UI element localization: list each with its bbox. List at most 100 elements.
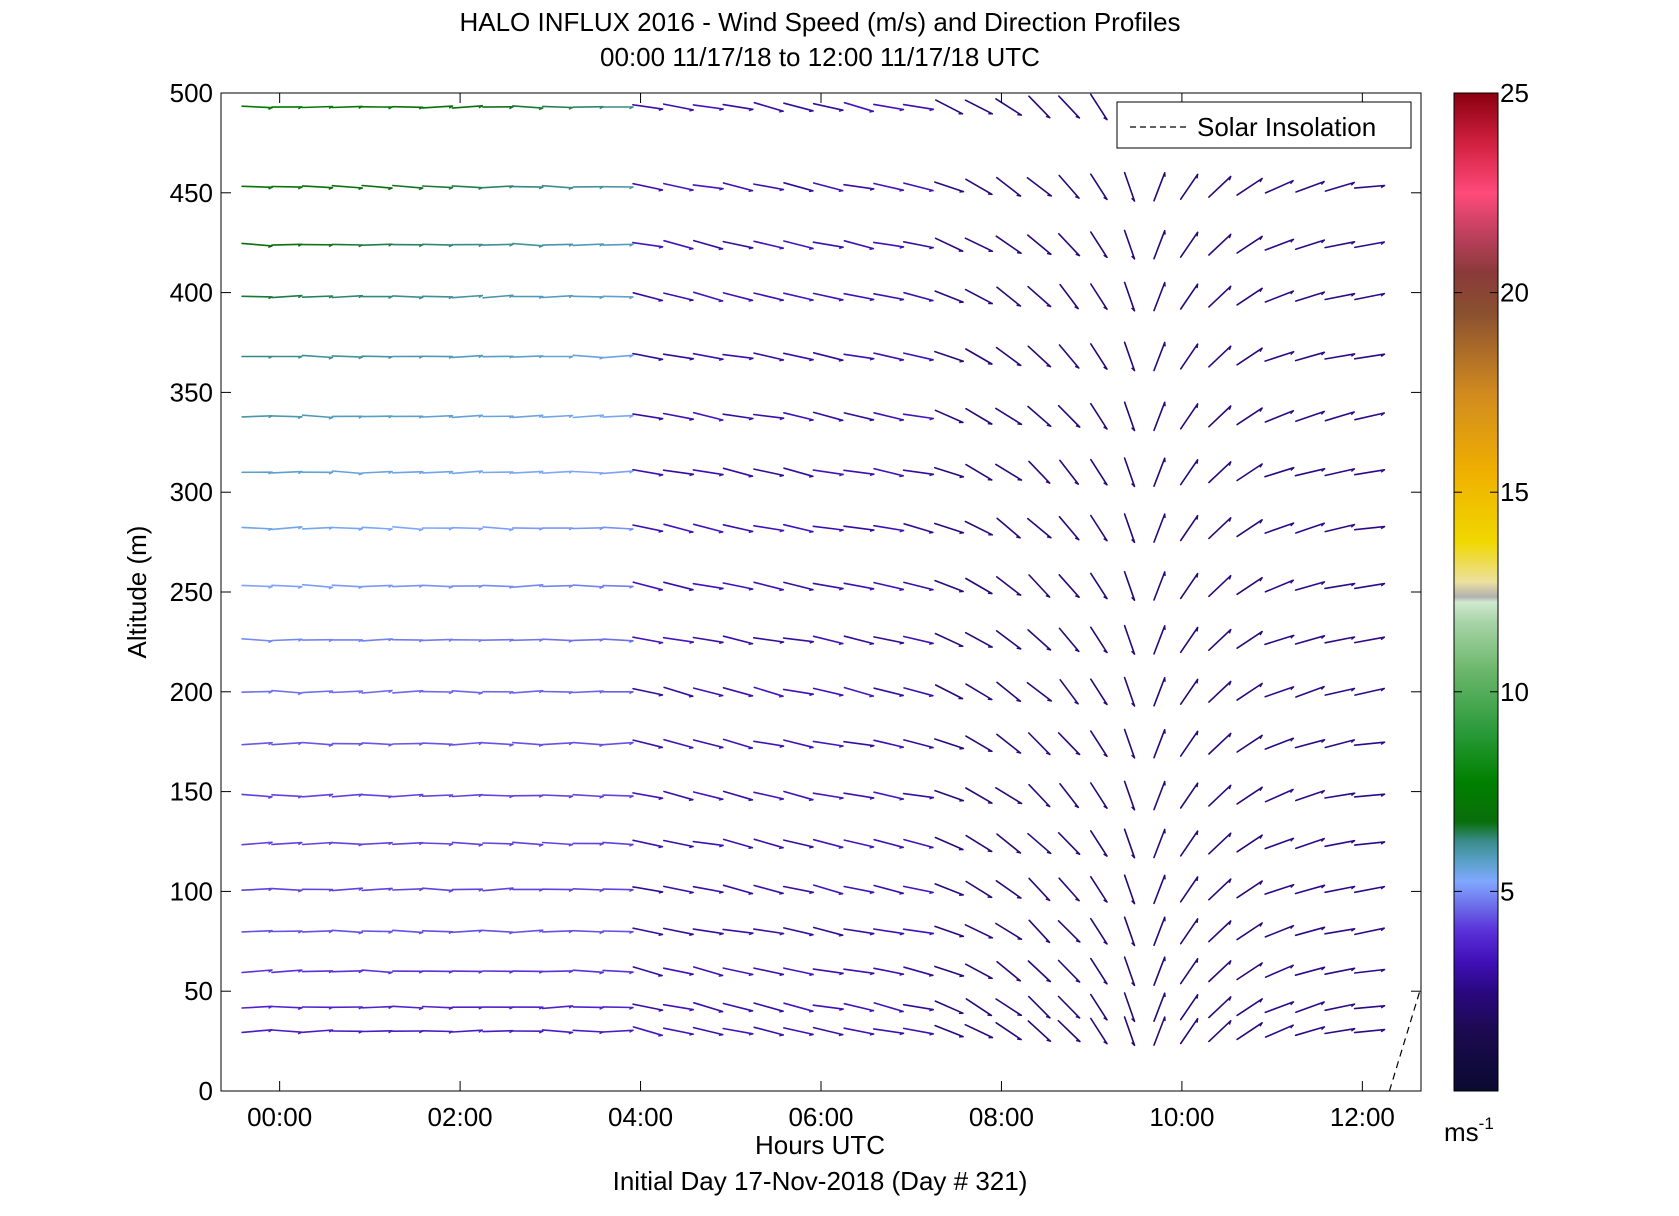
wind-vector-head [1103,981,1108,985]
wind-vector-head [779,589,784,592]
wind-vector [873,636,905,644]
wind-vector-head [629,470,634,474]
wind-vector-head [568,795,573,799]
wind-vector-head [1290,290,1294,295]
wind-vector-head [688,248,694,251]
wind-vector-head [899,642,904,645]
wind-vector [995,922,1023,941]
wind-vector [1208,784,1232,807]
y-tick-label: 250 [170,577,213,607]
wind-vector-head [1046,252,1052,255]
wind-vector [996,733,1022,754]
wind-vector-head [809,299,814,302]
wind-vector-head [599,889,604,893]
wind-vector [965,787,993,804]
wind-vector [1123,780,1136,811]
wind-vector-head [839,529,844,532]
wind-vector [995,235,1022,254]
wind-vector-head [388,971,393,975]
wind-vector-head [899,846,904,849]
wind-vector-head [1259,577,1263,582]
wind-vector-head [1196,627,1199,632]
wind-vector [361,793,393,798]
wind-vector [572,969,605,974]
wind-vector [964,631,993,648]
wind-vector [1123,728,1136,759]
wind-vector [1295,837,1325,850]
wind-vector [541,470,574,475]
wind-vector [873,411,905,421]
wind-vector [1208,233,1232,256]
wind-vector-head [1228,996,1232,1001]
wind-vector [1294,467,1326,477]
wind-vector [843,582,875,590]
wind-vector-head [1131,483,1135,487]
wind-vector-head [1046,536,1052,539]
wind-vector [722,353,754,360]
wind-vector-head [1046,1039,1051,1042]
wind-vector [572,1029,605,1033]
wind-vector [902,885,934,894]
wind-vector [361,930,393,933]
wind-vector [632,792,664,800]
wind-vector [361,969,393,974]
wind-vector [541,105,574,109]
wind-vector [722,582,754,590]
x-tick-label: 04:00 [608,1102,673,1132]
wind-vector-head [1016,593,1021,596]
wind-vector-head [418,793,424,798]
wind-vector-head [658,746,663,749]
wind-vector-head [1016,751,1021,754]
wind-vector [843,839,875,848]
wind-vector-head [748,1010,753,1013]
wind-vector-head [1196,994,1199,999]
wind-vector [1123,401,1136,432]
wind-vector [541,184,574,189]
y-axis: 0 50 100 150 200 250 300 350 400 450 500 [170,78,1421,1106]
wind-vector [301,185,334,189]
wind-vector [541,294,574,299]
wind-vector-head [718,587,724,591]
wind-vector-head [959,975,964,978]
wind-vector [391,793,424,798]
wind-vector [843,740,875,747]
wind-vector-head [298,969,303,973]
wind-vector [1123,916,1136,947]
wind-vector-head [388,743,393,747]
wind-vector [1295,522,1325,534]
wind-vector [1090,957,1108,985]
wind-vector-head [1321,581,1325,586]
wind-vector-head [1380,841,1385,845]
wind-vector [602,414,634,418]
wind-vector [1264,409,1295,423]
wind-vector-head [1320,838,1325,842]
wind-vector-head [1380,886,1385,890]
wind-vector [812,351,844,362]
wind-vector [1208,345,1232,368]
wind-vector [692,411,724,421]
x-axis: 00:00 02:00 04:00 06:00 08:00 10:00 12:00 [247,93,1395,1132]
wind-vector-head [1075,898,1080,902]
wind-vector-head [1103,196,1108,201]
wind-vector-head [1075,253,1080,257]
wind-vector-head [748,642,753,646]
wind-vector-head [959,476,964,479]
colorbar-tick-label: 5 [1500,876,1514,906]
wind-vector [511,527,544,530]
wind-vector [541,243,574,246]
wind-vector [451,470,484,475]
wind-vector [541,929,574,933]
wind-vector-head [1045,940,1050,943]
wind-vector [902,928,935,935]
wind-vector-head [629,795,634,799]
wind-vector-head [568,355,573,359]
wind-vector [391,742,424,745]
wind-vector-head [629,1006,634,1010]
wind-vector-head [658,933,663,937]
wind-vector-head [929,246,934,250]
x-tick-label: 00:00 [247,1102,312,1132]
wind-vector [391,525,424,531]
wind-vector [1324,582,1356,590]
wind-vector-head [328,187,333,190]
wind-vector [662,636,695,643]
